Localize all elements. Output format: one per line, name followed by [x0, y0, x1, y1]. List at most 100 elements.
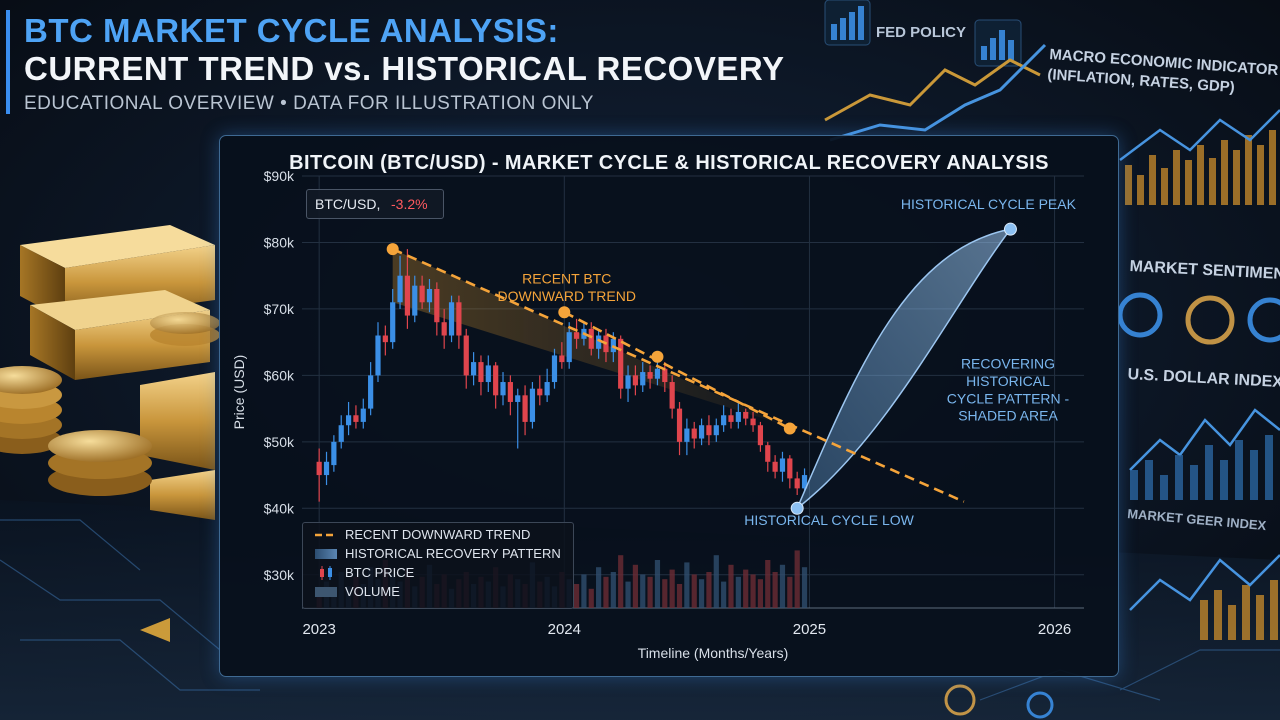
page-title-line1: BTC MARKET CYCLE ANALYSIS: [24, 12, 559, 49]
candle [316, 448, 322, 502]
candle-body [493, 365, 499, 396]
volume-bar [706, 572, 712, 608]
volume-bar [603, 576, 609, 608]
candle [698, 418, 705, 446]
candle [596, 328, 602, 359]
candle [625, 365, 631, 402]
recovery-annotation-line4: SHADED AREA [958, 408, 1058, 424]
x-tick-label: 2026 [1038, 621, 1071, 638]
candle [331, 435, 337, 472]
candle [537, 375, 543, 406]
candle-body [338, 425, 344, 442]
candle-body [757, 425, 764, 446]
candle [382, 325, 388, 356]
candle-body [801, 475, 808, 489]
candle-body [647, 372, 653, 379]
chart-legend: RECENT DOWNWARD TREND HISTORICAL RECOVER… [302, 522, 574, 609]
volume-bar [647, 576, 653, 608]
candle-body [735, 411, 741, 422]
candle-body [713, 425, 719, 436]
candle [676, 401, 683, 456]
candle-body [618, 338, 624, 389]
volume-bar [676, 584, 683, 608]
recovery-swatch [315, 549, 337, 559]
trend-marker [386, 243, 399, 256]
candle [691, 421, 697, 449]
candle-body [426, 288, 433, 303]
candle [573, 318, 580, 349]
legend-label-price: BTC PRICE [345, 565, 415, 580]
candle [485, 355, 491, 392]
volume-bar [573, 584, 580, 608]
candle [559, 342, 565, 369]
candle [544, 368, 550, 402]
candle-body [529, 388, 536, 422]
candle [426, 279, 433, 313]
x-tick-label: 2025 [793, 621, 826, 638]
candle-body [345, 415, 352, 426]
candle-body [375, 335, 381, 376]
candle [757, 421, 764, 452]
volume-bar [625, 581, 631, 608]
candle [794, 471, 800, 496]
page-header: BTC MARKET CYCLE ANALYSIS: CURRENT TREND… [0, 6, 800, 114]
volume-bar [588, 588, 594, 608]
candle [448, 295, 455, 343]
candle [735, 401, 741, 429]
volume-bar [779, 564, 786, 608]
candle-body [654, 368, 661, 379]
candle-body [316, 461, 322, 476]
candle [669, 375, 675, 419]
candle-body [691, 428, 697, 439]
candle [441, 308, 447, 349]
trend-marker [783, 422, 796, 435]
candle-body [662, 368, 668, 383]
y-tick-label: $30k [264, 567, 295, 583]
candle [470, 352, 477, 386]
candle-body [676, 408, 683, 442]
candle-body [485, 365, 491, 383]
trend-marker [558, 306, 571, 319]
candle [368, 362, 374, 416]
candle [588, 322, 594, 356]
candle [404, 249, 411, 329]
candle-body [779, 458, 786, 472]
candle [456, 295, 462, 349]
candle [434, 282, 440, 336]
candle-body [640, 372, 646, 386]
candle-body [698, 425, 705, 439]
candle [779, 451, 786, 482]
candle [493, 362, 499, 409]
candle-body [515, 395, 521, 402]
candle [353, 405, 359, 429]
candle-body [588, 328, 594, 349]
gold-bars-decoration [20, 225, 215, 520]
volume-bar [662, 579, 668, 608]
candle-body [323, 461, 330, 476]
candle-body [684, 428, 690, 442]
candle-body [368, 375, 374, 409]
candle-body [772, 461, 778, 472]
candle [750, 411, 756, 432]
btc-chart: $90k $80k $70k $60k $50k $40k $30k 2023 2024 2025… [231, 168, 1084, 661]
volume-bar [698, 579, 705, 608]
candle-body [478, 362, 484, 383]
downtrend-annotation-line1: RECENT BTC [522, 271, 611, 287]
legend-label-recovery: HISTORICAL RECOVERY PATTERN [345, 546, 561, 561]
candle [551, 348, 558, 389]
candle [765, 441, 771, 472]
candle-body [441, 322, 447, 336]
chart-panel: $90k $80k $70k $60k $50k $40k $30k 2023 2024 2025… [219, 135, 1119, 677]
candle-body [353, 415, 359, 422]
y-tick-label: $40k [264, 500, 295, 516]
volume-bar [750, 574, 756, 608]
y-tick-label: $50k [264, 434, 295, 450]
volume-bar [801, 567, 808, 608]
legend-label-volume: VOLUME [345, 584, 400, 599]
dashboard-background [824, 0, 1280, 719]
volume-bar [640, 574, 646, 608]
candle [412, 275, 418, 323]
candle-body [573, 332, 580, 339]
candle-body [537, 388, 543, 396]
candle [706, 415, 712, 446]
